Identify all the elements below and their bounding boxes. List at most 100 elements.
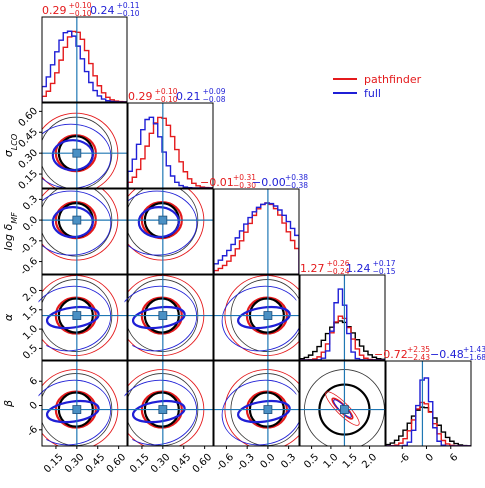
summary-median: −0.00: [252, 176, 286, 189]
panel-alpha-vs-mf: [213, 274, 303, 361]
summary-median: −0.72: [374, 348, 408, 361]
y-axis-label-mf: log δMF: [2, 212, 19, 251]
y-axis-label-beta: β: [2, 400, 15, 408]
summary-full-alpha: 1.24 +0.17−0.15: [346, 259, 396, 276]
contour-inner-full: [237, 399, 291, 424]
panel-frame: [299, 360, 386, 447]
x-axis-label-lco: σLCO: [159, 486, 182, 488]
legend: pathfinder full: [333, 73, 422, 100]
panel-frame: [41, 16, 128, 103]
y-tick-label: 0.5: [21, 343, 40, 362]
x-tick-label: 0.3: [279, 452, 298, 471]
summary-pathfinder-mf: −0.01 +0.31−0.30: [200, 173, 256, 190]
y-tick-label: 0.3: [21, 194, 40, 213]
summary-minus: −0.30: [233, 181, 256, 190]
summary-plus: +0.38: [285, 173, 308, 182]
summary-median: 1.24: [346, 262, 371, 275]
summary-full-lco: 0.21 +0.09−0.08: [176, 87, 226, 104]
truth-marker: [72, 215, 82, 225]
panel-frame: [41, 188, 128, 275]
hist-black-beta: [386, 406, 471, 446]
panel-alpha-vs-lco: [120, 274, 214, 361]
contour-inner-full: [51, 205, 94, 239]
panel-frame: [41, 360, 128, 447]
x-tick-label: 0.45: [84, 452, 108, 476]
panel-sfr-vs-sfr: [41, 16, 128, 103]
truth-marker: [72, 148, 82, 158]
y-tick-label: 0.15: [17, 168, 41, 192]
x-axis-label-mf: log δMF: [237, 486, 276, 488]
y-tick-label: 0.60: [17, 106, 41, 130]
contour-outer-full: [128, 190, 198, 256]
hist-full-mf: [214, 202, 299, 274]
y-tick-label: 0.45: [17, 127, 41, 151]
x-tick-label: 0: [424, 452, 436, 464]
summary-plus: +0.26: [327, 259, 350, 268]
x-tick-label: 0.30: [63, 452, 87, 476]
summary-median: 0.21: [176, 90, 201, 103]
summary-plus: +2.35: [407, 345, 430, 354]
summary-pathfinder-alpha: 1.27 +0.26−0.24: [300, 259, 350, 276]
y-tick-label: 1.5: [21, 304, 40, 323]
x-tick-label: -0.6: [215, 452, 237, 474]
contour-inner-full: [237, 305, 291, 330]
x-tick-label: -0.3: [235, 452, 257, 474]
panel-alpha-vs-sfr: 0.51.01.52.0: [21, 274, 128, 362]
truth-marker: [340, 405, 349, 414]
summary-plus: +0.10: [155, 87, 178, 96]
panel-frame: [41, 274, 128, 361]
x-axis-label-alpha: α: [339, 486, 347, 488]
legend-full-label: full: [364, 87, 381, 100]
summary-minus: −2.43: [407, 353, 430, 362]
y-tick-label: 2.0: [21, 285, 40, 304]
summary-minus: −0.15: [373, 267, 396, 276]
panel-mf-vs-sfr: -0.6-0.3 0.00.3: [19, 188, 128, 277]
panel-lco-vs-sfr: 0.150.300.450.60: [17, 102, 128, 192]
y-axis-label-alpha: α: [2, 313, 15, 321]
summary-plus: +0.11: [117, 1, 140, 10]
hist-pathfinder-mf: [214, 202, 299, 274]
panel-frame: [127, 274, 214, 361]
panel-frame: [213, 274, 300, 361]
truth-marker: [72, 405, 82, 414]
summary-plus: +1.43: [463, 345, 485, 354]
x-tick-label: 2.0: [360, 452, 379, 471]
panel-frame: [127, 102, 214, 189]
summary-minus: −0.08: [203, 95, 226, 104]
summary-plus: +0.31: [233, 173, 256, 182]
truth-marker: [72, 311, 82, 320]
summary-minus: −0.38: [285, 181, 308, 190]
summary-full-sfr: 0.24 +0.11−0.10: [90, 1, 140, 18]
panel-mf-vs-lco: [127, 188, 214, 275]
summary-minus: −0.24: [327, 267, 350, 276]
x-tick-label: 0.5: [302, 452, 321, 471]
x-tick-label: 0.0: [259, 452, 278, 471]
truth-marker: [158, 215, 168, 225]
y-tick-label: 6: [28, 376, 40, 388]
summary-minus: −0.10: [117, 9, 140, 18]
contour-outer-full: [42, 190, 112, 256]
panel-lco-vs-lco: [127, 102, 214, 189]
summary-full-beta: −0.48 +1.43−1.68: [430, 345, 485, 362]
panel-frame: [213, 360, 300, 447]
x-tick-label: 1.5: [341, 452, 360, 471]
hist-full-alpha: [300, 288, 385, 360]
summary-median: 1.27: [300, 262, 325, 275]
contour-inner-full: [137, 205, 180, 239]
summary-plus: +0.10: [69, 1, 92, 10]
summary-plus: +0.09: [203, 87, 226, 96]
x-tick-label: 0.15: [128, 452, 152, 476]
summary-pathfinder-beta: −0.72 +2.35−2.43: [374, 345, 430, 362]
truth-marker: [158, 311, 168, 320]
x-tick-label: -6: [397, 452, 412, 467]
hist-black-alpha: [300, 320, 385, 360]
x-tick-label: 0.60: [191, 452, 215, 476]
x-tick-label: 0.60: [105, 452, 129, 476]
y-axis-label-lco: σLCO: [2, 134, 19, 157]
summary-pathfinder-sfr: 0.29 +0.10−0.10: [42, 1, 92, 18]
panel-frame: [299, 274, 386, 361]
x-axis-label-sfr: σSFR: [73, 486, 95, 488]
summary-pathfinder-lco: 0.29 +0.10−0.10: [128, 87, 178, 104]
panel-frame: [385, 360, 472, 447]
